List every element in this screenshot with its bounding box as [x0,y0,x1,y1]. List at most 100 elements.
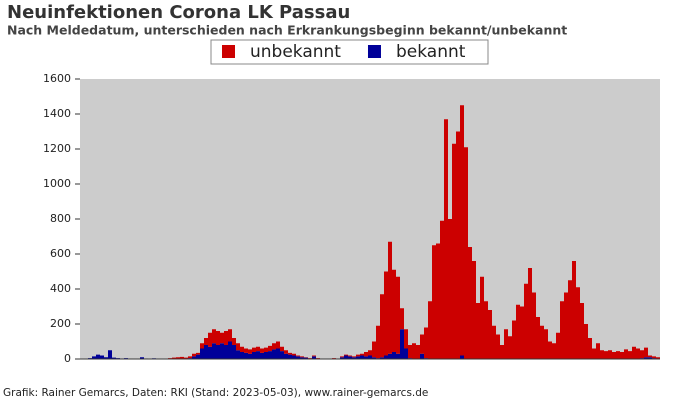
bar-segment [296,355,300,357]
bar-segment [260,352,264,359]
bar-segment [532,292,536,359]
bar-segment [632,346,636,359]
bar-segment [360,355,364,359]
bar-segment [256,351,260,359]
bar-segment [488,310,492,359]
bar-segment [592,348,596,359]
bar-segment [400,329,404,359]
y-tick-label: 800 [50,212,71,225]
bar-segment [292,353,296,356]
bar-segment [600,350,604,359]
bar-segment [96,354,100,359]
bar-segment [248,353,252,359]
bar-segment [240,352,244,359]
bar-segment [112,357,116,359]
legend-label: unbekannt [250,42,341,62]
y-tick-label: 200 [50,317,71,330]
y-tick-label: 1600 [43,72,71,85]
bar-segment [384,355,388,359]
bar-segment [280,346,284,352]
bar-segment [228,341,232,359]
bar-segment [468,247,472,359]
bar-segment [352,357,356,359]
bar-segment [412,343,416,359]
bar-segment [640,350,644,359]
bar-segment [520,306,524,359]
bar-segment [248,349,252,354]
bar-segment [576,287,580,359]
bar-segment [552,343,556,359]
bar-segment [404,348,408,359]
bar-segment [368,350,372,356]
bar-segment [380,294,384,358]
bar-segment [244,348,248,353]
bar-segment [608,350,612,359]
bar-segment [212,343,216,359]
bar-segment [356,356,360,359]
bar-segment [384,271,388,356]
bar-segment [540,325,544,359]
bar-segment [560,301,564,359]
bar-segment [352,356,356,358]
bar-segment [312,356,316,359]
bar-segment [300,356,304,358]
bar-segment [372,341,376,358]
bar-segment [484,301,488,359]
bar-segment [580,303,584,359]
bar-segment [568,280,572,359]
bar-segment [244,352,248,359]
bar-segment [476,303,480,359]
bar-segment [404,329,408,349]
bar-segment [648,355,652,358]
bar-segment [408,345,412,359]
bar-segment [256,346,260,352]
bar-segment [284,353,288,359]
bar-segment [224,345,228,359]
bar-segment [548,341,552,359]
bar-segment [420,334,424,354]
bar-segment [100,355,104,359]
bar-segment [584,324,588,359]
bar-segment [172,357,176,359]
bar-segment [424,327,428,359]
bar-segment [92,356,96,359]
bar-segment [432,245,436,359]
bar-segment [200,343,204,349]
bar-segment [604,351,608,359]
bar-segment [348,356,352,359]
bar-segment [616,351,620,359]
bar-segment [496,334,500,359]
bar-segment [232,345,236,359]
bar-segment [288,354,292,359]
bar-segment [140,357,144,359]
bar-segment [528,268,532,359]
bar-segment [192,353,196,357]
bar-segment [656,357,660,359]
legend-swatch [222,45,235,58]
bar-segment [344,355,348,359]
bar-segment [228,329,232,342]
bar-segment [224,331,228,345]
bar-segment [344,354,348,356]
bar-segment [392,352,396,359]
bar-segment [232,338,236,345]
bar-segment [440,220,444,359]
bar-segment [644,357,648,359]
bar-segment [188,356,192,359]
bar-segment [360,353,364,356]
bar-segment [456,131,460,359]
bar-segment [376,325,380,359]
bar-segment [208,332,212,347]
bar-segment [292,355,296,359]
bar-segment [108,350,112,359]
bar-segment [596,343,600,359]
bar-segment [208,346,212,359]
bar-segment [624,349,628,359]
bar-segment [104,357,108,359]
bar-segment [460,105,464,356]
source-note: Grafik: Rainer Gemarcs, Daten: RKI (Stan… [3,387,428,399]
y-tick-label: 1400 [43,107,71,120]
chart-title: Neuinfektionen Corona LK Passau [7,2,350,23]
bar-segment [512,320,516,359]
